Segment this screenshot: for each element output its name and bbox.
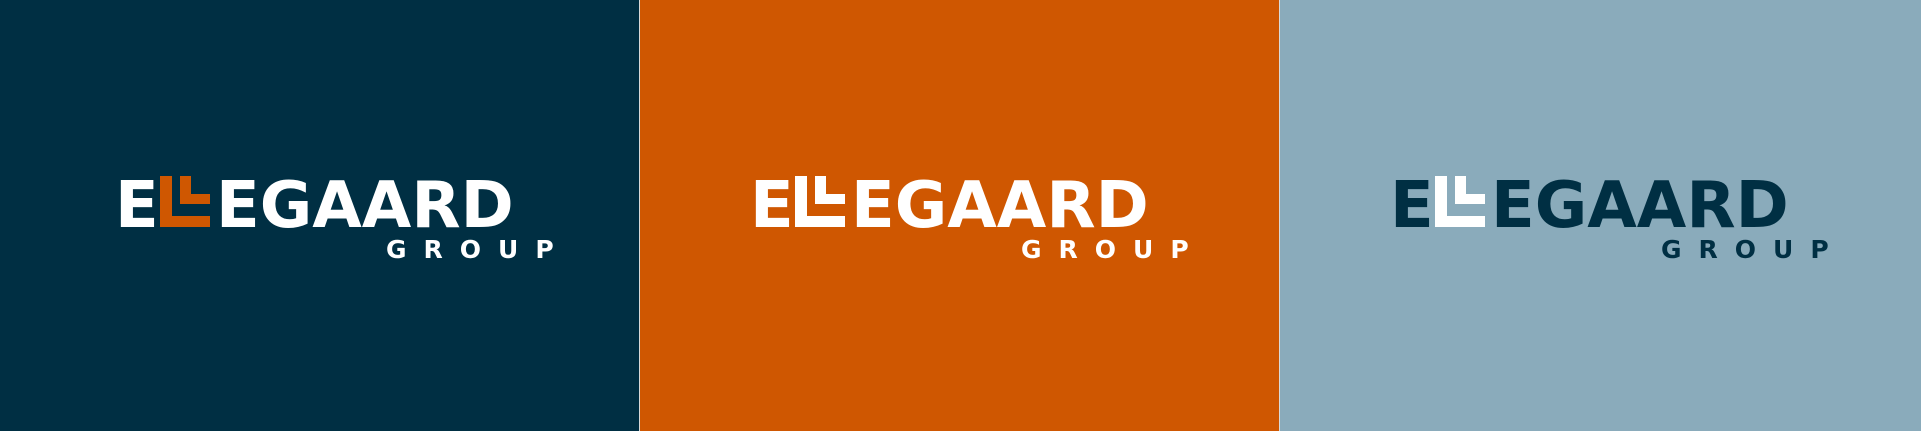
ellegaard-logo: E EGAARD GROUP: [1390, 169, 1846, 264]
logo-letters-egaard: EGAARD: [216, 169, 514, 243]
ellegaard-logo: E EGAARD GROUP: [750, 169, 1206, 264]
panel-orange: E EGAARD GROUP: [640, 0, 1280, 431]
logo-subtitle-group: GROUP: [386, 235, 571, 264]
panel-dark-navy: E EGAARD GROUP: [0, 0, 640, 431]
logo-letters-egaard: EGAARD: [1491, 169, 1789, 243]
logo-subtitle-group: GROUP: [1661, 235, 1846, 264]
panel-light-blue: E EGAARD GROUP: [1280, 0, 1921, 431]
ll-mark-icon: [1435, 176, 1485, 227]
logo-subtitle-group: GROUP: [1021, 235, 1206, 264]
ll-mark-icon: [160, 176, 210, 227]
logo-letters-egaard: EGAARD: [851, 169, 1149, 243]
logo-letter-e: E: [1390, 169, 1434, 243]
ellegaard-logo: E EGAARD GROUP: [115, 169, 571, 264]
ll-mark-icon: [795, 176, 845, 227]
logo-letter-e: E: [750, 169, 794, 243]
logo-letter-e: E: [115, 169, 159, 243]
